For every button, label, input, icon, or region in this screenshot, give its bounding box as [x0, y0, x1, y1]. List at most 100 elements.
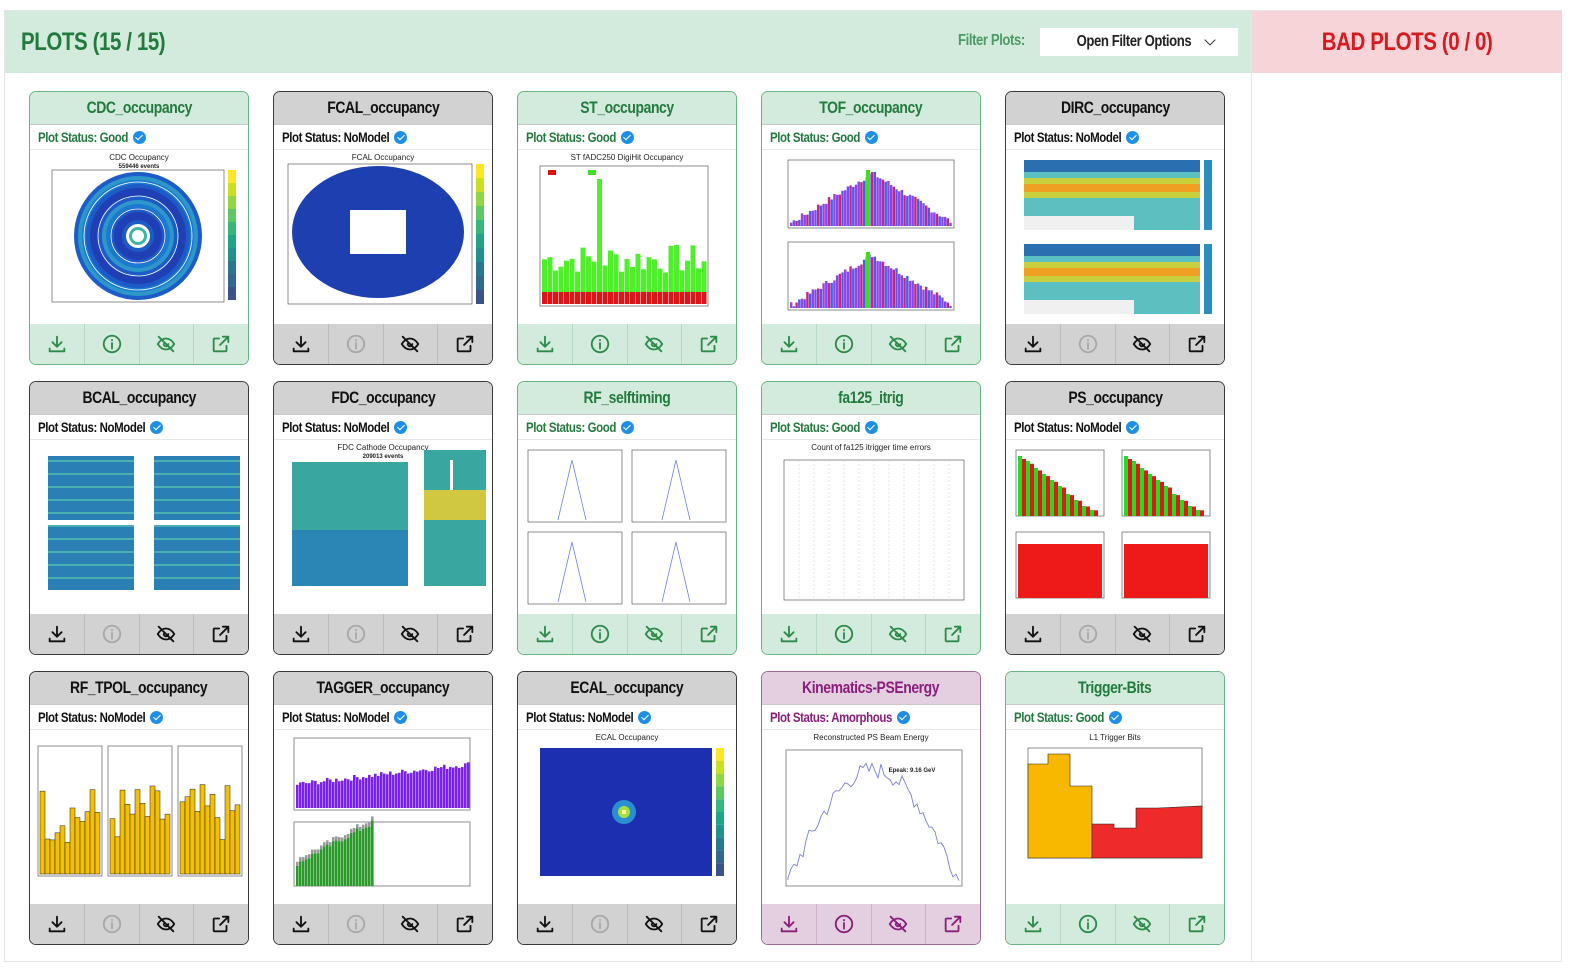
download-button[interactable]	[30, 904, 85, 944]
filter-options-dropdown[interactable]: Open Filter Options	[1040, 28, 1238, 56]
plot-name[interactable]: FDC_occupancy	[331, 388, 435, 407]
plot-image[interactable]: FCAL Occupancy	[274, 149, 492, 325]
hide-button[interactable]	[140, 904, 195, 944]
plot-image[interactable]: FDC Cathode Occupancy 209013 events	[274, 439, 492, 615]
download-button[interactable]	[762, 904, 817, 944]
info-button[interactable]	[817, 614, 872, 654]
hide-icon	[1133, 625, 1152, 643]
info-button[interactable]	[329, 904, 384, 944]
open-external-button[interactable]	[1170, 614, 1224, 654]
plot-image[interactable]: ST fADC250 DigiHit Occupancy	[518, 149, 736, 325]
info-button[interactable]	[573, 614, 628, 654]
plot-name[interactable]: RF_TPOL_occupancy	[70, 678, 208, 697]
info-icon	[590, 914, 609, 934]
info-button[interactable]	[573, 324, 628, 364]
info-button[interactable]	[329, 324, 384, 364]
hide-button[interactable]	[1116, 904, 1171, 944]
plot-name[interactable]: RF_selftiming	[583, 388, 671, 407]
download-button[interactable]	[762, 614, 817, 654]
plot-name[interactable]: TOF_occupancy	[819, 98, 923, 117]
plot-status-value: Good	[99, 129, 129, 145]
plot-name[interactable]: PS_occupancy	[1067, 388, 1163, 407]
plot-image[interactable]: CDC Occupancy 559446 events	[30, 149, 248, 325]
plot-name[interactable]: BCAL_occupancy	[82, 388, 196, 407]
verified-check-icon	[864, 130, 878, 144]
plot-image[interactable]	[30, 439, 248, 615]
download-button[interactable]	[518, 324, 573, 364]
open-external-button[interactable]	[682, 614, 736, 654]
hide-button[interactable]	[628, 904, 683, 944]
hide-button[interactable]	[384, 324, 439, 364]
download-button[interactable]	[30, 614, 85, 654]
download-button[interactable]	[274, 324, 329, 364]
download-button[interactable]	[762, 324, 817, 364]
hide-button[interactable]	[872, 614, 927, 654]
open-external-button[interactable]	[194, 614, 248, 654]
verified-check-icon	[864, 420, 878, 434]
plot-image[interactable]	[30, 729, 248, 905]
hide-button[interactable]	[1116, 614, 1171, 654]
filter-label: Filter Plots:	[958, 32, 1025, 49]
plot-name[interactable]: ST_occupancy	[580, 98, 674, 117]
plot-name[interactable]: ECAL_occupancy	[570, 678, 684, 697]
info-button[interactable]	[817, 324, 872, 364]
plot-image[interactable]	[274, 729, 492, 905]
hide-button[interactable]	[872, 904, 927, 944]
plot-image[interactable]	[1006, 149, 1224, 325]
plot-image[interactable]	[762, 149, 980, 325]
download-button[interactable]	[1006, 904, 1061, 944]
plot-image[interactable]: Count of fa125 itrigger time errors	[762, 439, 980, 615]
plot-name[interactable]: Kinematics-PSEnergy	[802, 678, 940, 697]
download-button[interactable]	[1006, 614, 1061, 654]
hide-button[interactable]	[1116, 324, 1171, 364]
info-button[interactable]	[329, 614, 384, 654]
download-button[interactable]	[30, 324, 85, 364]
download-button[interactable]	[274, 614, 329, 654]
plot-status: Plot Status: Good	[30, 125, 248, 149]
info-button[interactable]	[85, 324, 140, 364]
hide-button[interactable]	[384, 904, 439, 944]
download-button[interactable]	[274, 904, 329, 944]
open-external-button[interactable]	[926, 904, 980, 944]
plot-name[interactable]: Trigger-Bits	[1078, 678, 1152, 697]
hide-button[interactable]	[872, 324, 927, 364]
info-button[interactable]	[817, 904, 872, 944]
plot-image[interactable]: ECAL Occupancy	[518, 729, 736, 905]
open-external-button[interactable]	[1170, 324, 1224, 364]
plot-name[interactable]: fa125_itrig	[838, 388, 904, 407]
plot-name[interactable]: FCAL_occupancy	[326, 98, 440, 117]
plot-name[interactable]: CDC_occupancy	[86, 98, 192, 117]
hide-button[interactable]	[628, 614, 683, 654]
hide-button[interactable]	[384, 614, 439, 654]
plot-image[interactable]: L1 Trigger Bits	[1006, 729, 1224, 905]
plot-name[interactable]: DIRC_occupancy	[1060, 98, 1170, 117]
open-external-button[interactable]	[682, 904, 736, 944]
info-button[interactable]	[1061, 904, 1116, 944]
download-icon	[780, 625, 798, 643]
open-external-button[interactable]	[438, 324, 492, 364]
open-external-button[interactable]	[194, 904, 248, 944]
open-external-button[interactable]	[438, 904, 492, 944]
plot-card: fa125_itrig Plot Status: Good Count of fa1…	[761, 381, 981, 655]
plot-image[interactable]	[518, 439, 736, 615]
download-button[interactable]	[518, 614, 573, 654]
open-external-button[interactable]	[926, 614, 980, 654]
hide-button[interactable]	[628, 324, 683, 364]
info-button[interactable]	[573, 904, 628, 944]
plot-name[interactable]: TAGGER_occupancy	[316, 678, 450, 697]
open-external-button[interactable]	[438, 614, 492, 654]
info-button[interactable]	[1061, 614, 1116, 654]
hide-button[interactable]	[140, 614, 195, 654]
download-button[interactable]	[518, 904, 573, 944]
info-button[interactable]	[85, 904, 140, 944]
info-button[interactable]	[1061, 324, 1116, 364]
open-external-button[interactable]	[1170, 904, 1224, 944]
info-button[interactable]	[85, 614, 140, 654]
plot-image[interactable]: Reconstructed PS Beam Energy Epeak: 9.16 …	[762, 729, 980, 905]
download-button[interactable]	[1006, 324, 1061, 364]
open-external-button[interactable]	[926, 324, 980, 364]
hide-button[interactable]	[140, 324, 195, 364]
open-external-button[interactable]	[194, 324, 248, 364]
plot-image[interactable]	[1006, 439, 1224, 615]
open-external-button[interactable]	[682, 324, 736, 364]
